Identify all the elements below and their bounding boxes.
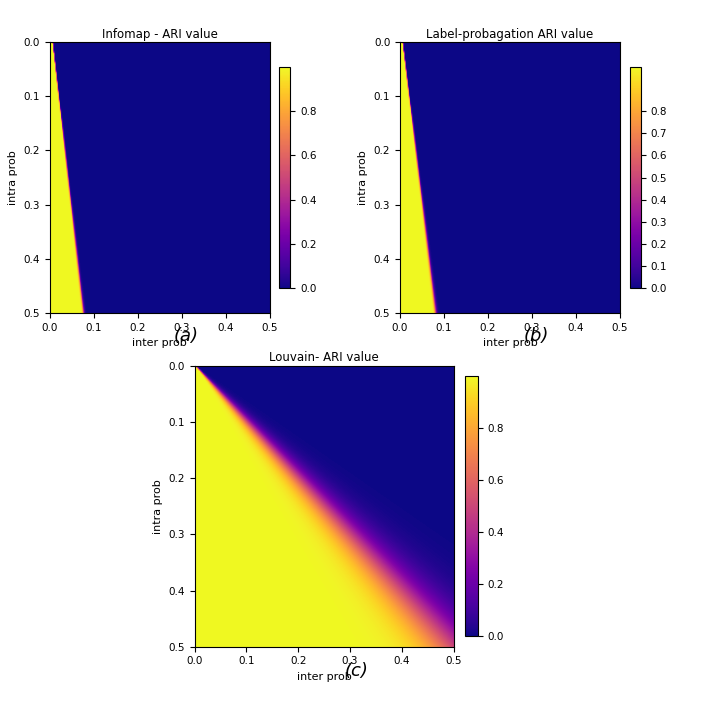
Text: (b): (b) [524,327,549,345]
X-axis label: inter prob: inter prob [297,672,351,682]
Y-axis label: intra prob: intra prob [358,150,368,205]
Title: Infomap - ARI value: Infomap - ARI value [102,28,217,41]
X-axis label: inter prob: inter prob [132,338,187,348]
Y-axis label: intra prob: intra prob [153,479,163,534]
Title: Louvain- ARI value: Louvain- ARI value [269,352,379,364]
Y-axis label: intra prob: intra prob [8,150,18,205]
Title: Label-probagation ARI value: Label-probagation ARI value [426,28,593,41]
Text: (c): (c) [344,662,368,681]
Text: (a): (a) [173,327,199,345]
X-axis label: inter prob: inter prob [483,338,537,348]
